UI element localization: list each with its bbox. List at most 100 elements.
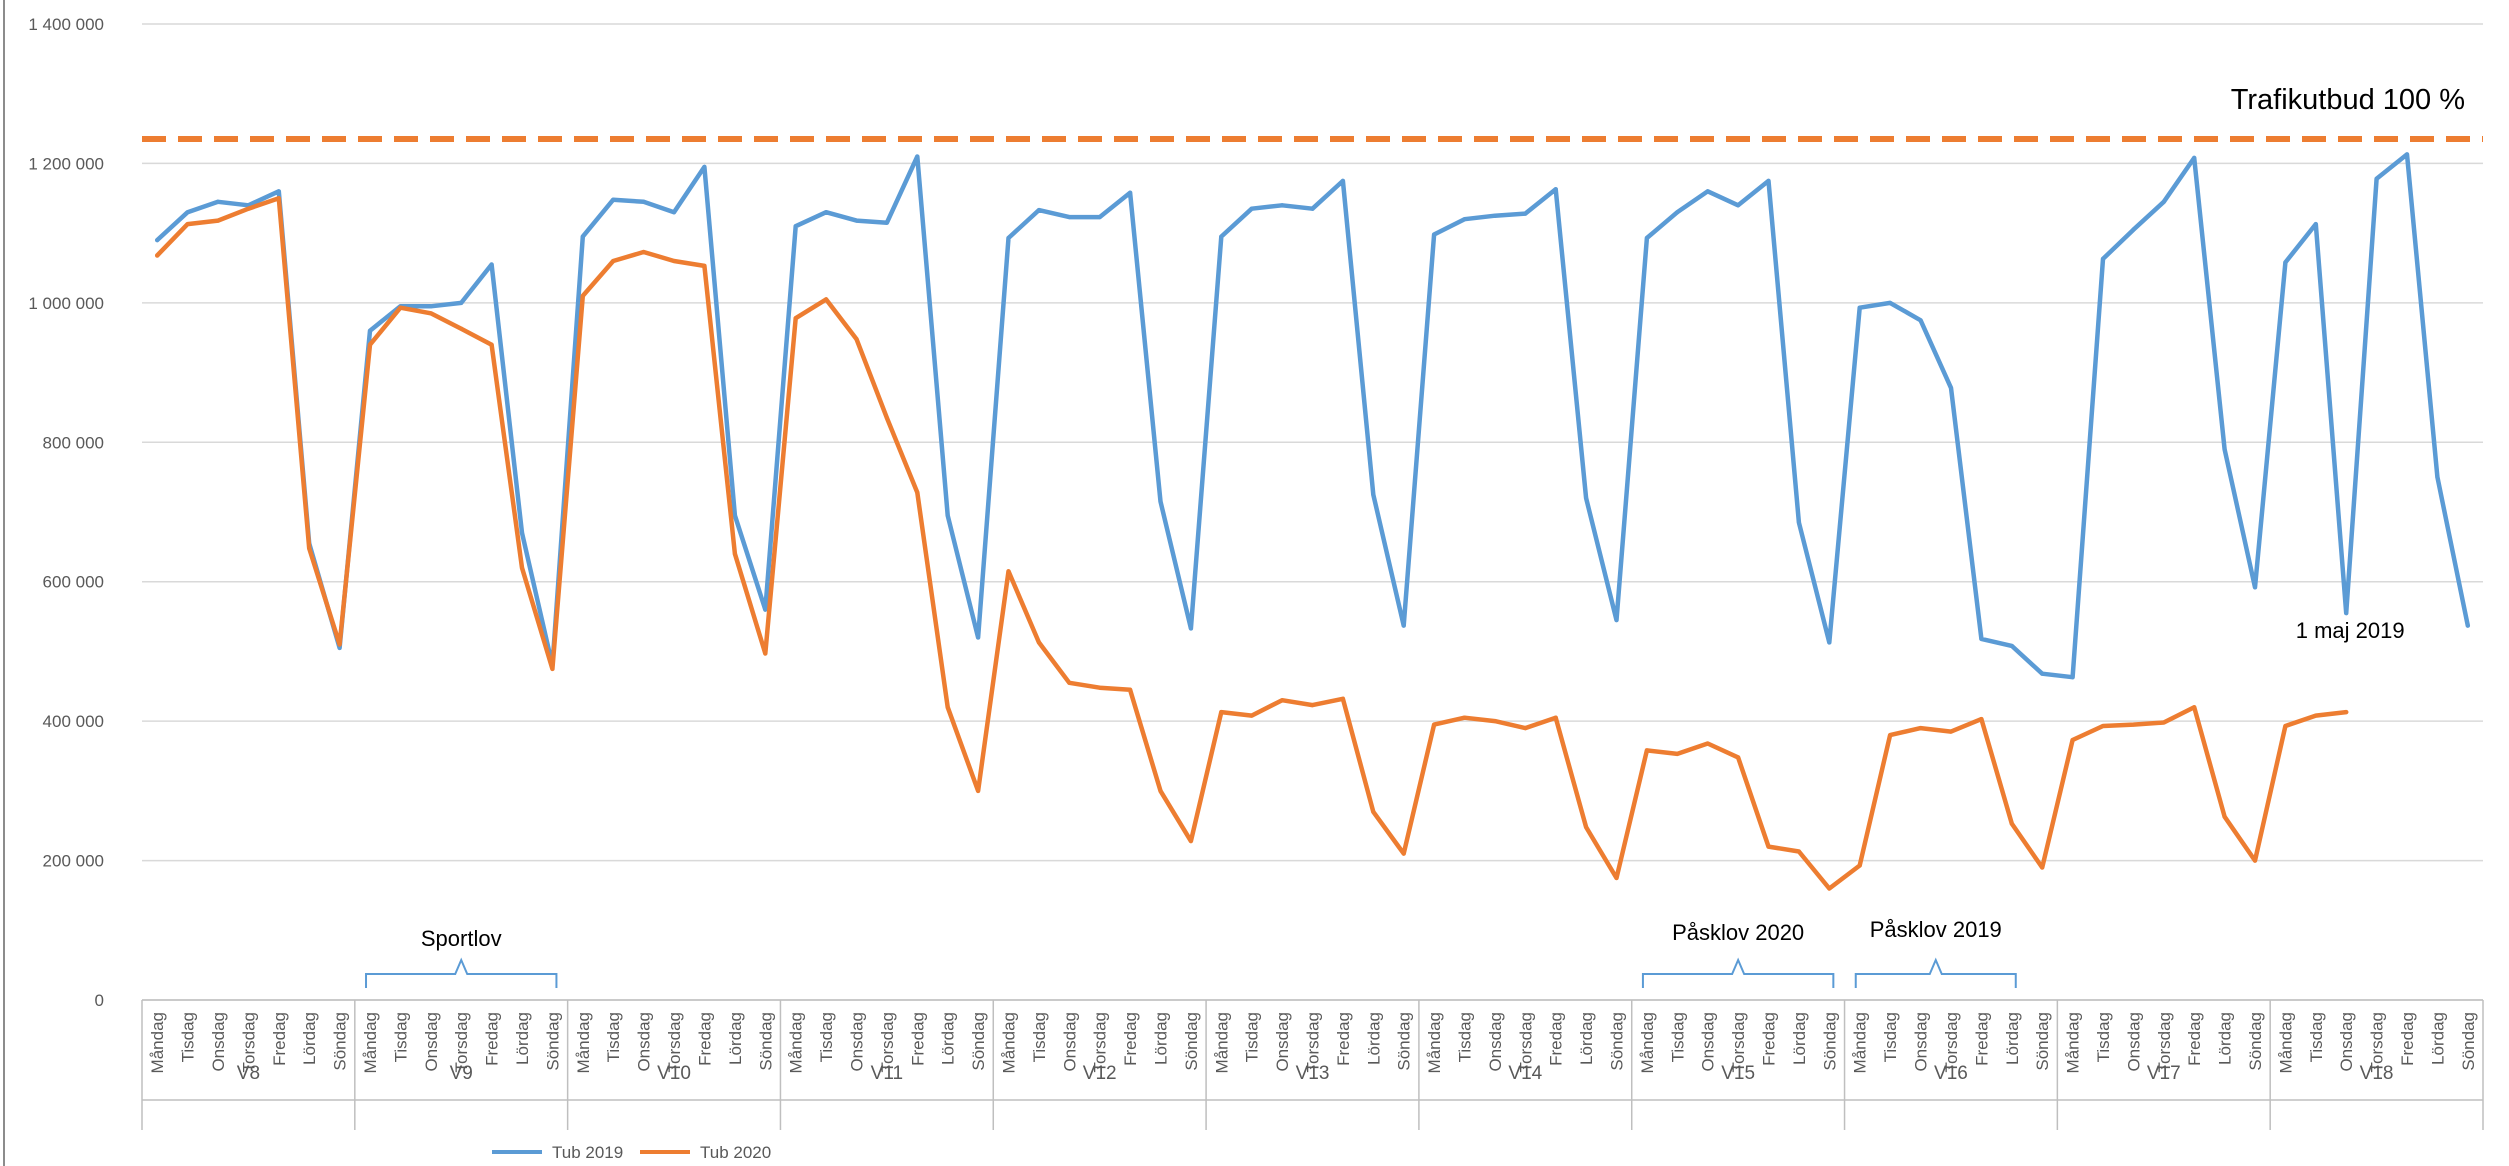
data-point-tub-2020 bbox=[1918, 726, 1923, 731]
data-point-tub-2020 bbox=[915, 490, 920, 495]
data-point-tub-2019 bbox=[1492, 213, 1497, 218]
data-point-tub-2019 bbox=[2404, 152, 2409, 157]
x-tick-label: Fredag bbox=[1121, 1012, 1140, 1066]
data-point-tub-2020 bbox=[1128, 687, 1133, 692]
data-point-tub-2020 bbox=[1948, 729, 1953, 734]
data-point-tub-2019 bbox=[1857, 305, 1862, 310]
data-point-tub-2020 bbox=[398, 305, 403, 310]
data-point-tub-2020 bbox=[2313, 713, 2318, 718]
y-tick-label: 200 000 bbox=[43, 852, 104, 871]
x-tick-label: Måndag bbox=[1638, 1012, 1657, 1073]
x-tick-label: Fredag bbox=[1760, 1012, 1779, 1066]
x-tick-label: Onsdag bbox=[1912, 1012, 1931, 1072]
x-tick-label: Söndag bbox=[1608, 1012, 1627, 1071]
data-point-tub-2019 bbox=[1371, 492, 1376, 497]
data-point-tub-2019 bbox=[2100, 256, 2105, 261]
data-point-tub-2019 bbox=[1036, 208, 1041, 213]
data-point-tub-2020 bbox=[489, 342, 494, 347]
x-tick-label: Tisdag bbox=[817, 1012, 836, 1062]
data-point-tub-2020 bbox=[520, 565, 525, 570]
data-point-tub-2019 bbox=[702, 164, 707, 169]
x-tick-label: Lördag bbox=[1364, 1012, 1383, 1065]
data-point-tub-2020 bbox=[1736, 755, 1741, 760]
data-point-tub-2020 bbox=[550, 666, 555, 671]
data-point-tub-2020 bbox=[1796, 849, 1801, 854]
data-point-tub-2020 bbox=[1158, 788, 1163, 793]
data-point-tub-2020 bbox=[854, 337, 859, 342]
data-point-tub-2020 bbox=[2131, 722, 2136, 727]
x-tick-label: Lördag bbox=[2216, 1012, 2235, 1065]
x-tick-label: Måndag bbox=[2276, 1012, 2295, 1073]
data-point-tub-2019 bbox=[1219, 234, 1224, 239]
data-point-tub-2019 bbox=[1340, 178, 1345, 183]
x-tick-label: Torsdag bbox=[665, 1012, 684, 1072]
y-axis-ticks: 0 200 000 400 000 600 000 800 000 1 000 000 1 … bbox=[28, 15, 104, 1010]
first-may-label: 1 maj 2019 bbox=[2296, 618, 2405, 643]
x-tick-label: Lördag bbox=[1151, 1012, 1170, 1065]
data-point-tub-2020 bbox=[1280, 698, 1285, 703]
data-point-tub-2019 bbox=[155, 238, 160, 243]
data-point-tub-2019 bbox=[276, 189, 281, 194]
data-point-tub-2019 bbox=[672, 210, 677, 215]
legend: Tub 2019 Tub 2020 bbox=[492, 1143, 771, 1162]
data-point-tub-2020 bbox=[793, 316, 798, 321]
x-tick-label: Onsdag bbox=[847, 1012, 866, 1072]
data-point-tub-2020 bbox=[368, 342, 373, 347]
week-label: V16 bbox=[1934, 1063, 1968, 1084]
x-tick-label: Söndag bbox=[1820, 1012, 1839, 1071]
data-point-tub-2020 bbox=[1006, 569, 1011, 574]
x-tick-label: Måndag bbox=[1212, 1012, 1231, 1073]
data-point-tub-2019 bbox=[216, 199, 221, 204]
data-point-tub-2020 bbox=[1036, 640, 1041, 645]
x-tick-label: Torsdag bbox=[1304, 1012, 1323, 1072]
data-point-tub-2019 bbox=[2465, 623, 2470, 628]
x-tick-label: Måndag bbox=[148, 1012, 167, 1073]
data-point-tub-2020 bbox=[1827, 886, 1832, 891]
paskLov-2020-brace bbox=[1641, 957, 1835, 988]
data-point-tub-2020 bbox=[611, 259, 616, 264]
data-point-tub-2020 bbox=[1766, 844, 1771, 849]
data-point-tub-2019 bbox=[1948, 385, 1953, 390]
data-point-tub-2020 bbox=[763, 651, 768, 656]
x-tick-label: Måndag bbox=[574, 1012, 593, 1073]
data-point-tub-2020 bbox=[1188, 839, 1193, 844]
data-point-tub-2019 bbox=[1158, 499, 1163, 504]
data-point-tub-2020 bbox=[2161, 720, 2166, 725]
x-tick-label: Söndag bbox=[756, 1012, 775, 1071]
data-point-tub-2019 bbox=[2161, 199, 2166, 204]
data-point-tub-2020 bbox=[1097, 685, 1102, 690]
series-lines bbox=[154, 152, 2471, 891]
x-tick-label: Lördag bbox=[939, 1012, 958, 1065]
data-point-tub-2019 bbox=[1401, 623, 1406, 628]
x-tick-label: Fredag bbox=[1547, 1012, 1566, 1066]
data-point-tub-2020 bbox=[884, 415, 889, 420]
x-tick-label: Fredag bbox=[695, 1012, 714, 1066]
data-point-tub-2020 bbox=[1523, 726, 1528, 731]
data-point-tub-2020 bbox=[641, 249, 646, 254]
x-tick-label: Onsdag bbox=[1486, 1012, 1505, 1072]
x-tick-label: Fredag bbox=[1334, 1012, 1353, 1066]
x-tick-label: Söndag bbox=[543, 1012, 562, 1071]
data-point-tub-2020 bbox=[1219, 710, 1224, 715]
data-point-tub-2019 bbox=[1128, 190, 1133, 195]
week-label: V11 bbox=[871, 1063, 903, 1084]
data-point-tub-2020 bbox=[580, 293, 585, 298]
data-point-tub-2019 bbox=[1310, 206, 1315, 211]
data-point-tub-2020 bbox=[216, 218, 221, 223]
week-label: V13 bbox=[1296, 1063, 1330, 1084]
data-point-tub-2020 bbox=[337, 642, 342, 647]
x-tick-label: Söndag bbox=[2033, 1012, 2052, 1071]
data-point-tub-2020 bbox=[1249, 713, 1254, 718]
data-point-tub-2019 bbox=[2131, 227, 2136, 232]
x-tick-label: Lördag bbox=[2428, 1012, 2447, 1065]
data-point-tub-2019 bbox=[520, 530, 525, 535]
paskLov-2019-brace bbox=[1854, 957, 2017, 988]
data-point-tub-2019 bbox=[1097, 215, 1102, 220]
data-point-tub-2020 bbox=[976, 788, 981, 793]
x-tick-label: Lördag bbox=[300, 1012, 319, 1065]
data-point-tub-2019 bbox=[185, 210, 190, 215]
x-tick-label: Onsdag bbox=[209, 1012, 228, 1072]
data-point-tub-2020 bbox=[732, 551, 737, 556]
data-point-tub-2019 bbox=[1675, 210, 1680, 215]
y-tick-label: 800 000 bbox=[43, 433, 104, 452]
